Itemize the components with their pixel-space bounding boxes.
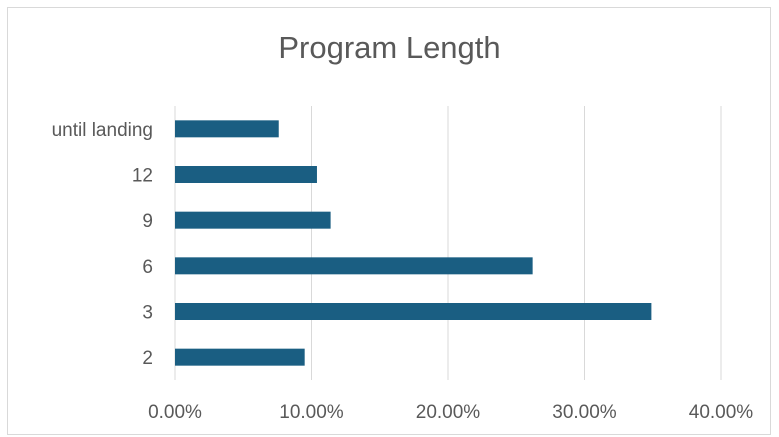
gridlines (174, 106, 722, 380)
bars (175, 120, 652, 366)
x-tick-label: 40.00% (689, 402, 754, 423)
chart-title: Program Length (278, 30, 501, 65)
bar-9 (175, 211, 331, 229)
y-tick-label: 9 (142, 211, 153, 232)
bar-6 (175, 257, 533, 275)
chart-area (7, 7, 771, 435)
bar-12 (175, 166, 317, 183)
y-tick-label: until landing (52, 120, 153, 141)
y-axis-ticks: 2 3 6 9 12 until landing (52, 120, 153, 369)
y-tick-label: 2 (142, 348, 153, 369)
y-tick-label: 6 (142, 257, 153, 278)
x-tick-label: 0.00% (148, 402, 202, 423)
x-axis-ticks: 0.00% 10.00% 20.00% 30.00% 40.00% (148, 402, 753, 423)
bar-until-landing (175, 120, 279, 138)
x-tick-label: 10.00% (279, 402, 344, 423)
bar-2 (175, 348, 305, 366)
y-tick-label: 12 (132, 166, 153, 187)
bar-3 (175, 303, 652, 320)
x-tick-label: 30.00% (552, 402, 617, 423)
x-tick-label: 20.00% (416, 402, 481, 423)
y-tick-label: 3 (142, 303, 153, 324)
